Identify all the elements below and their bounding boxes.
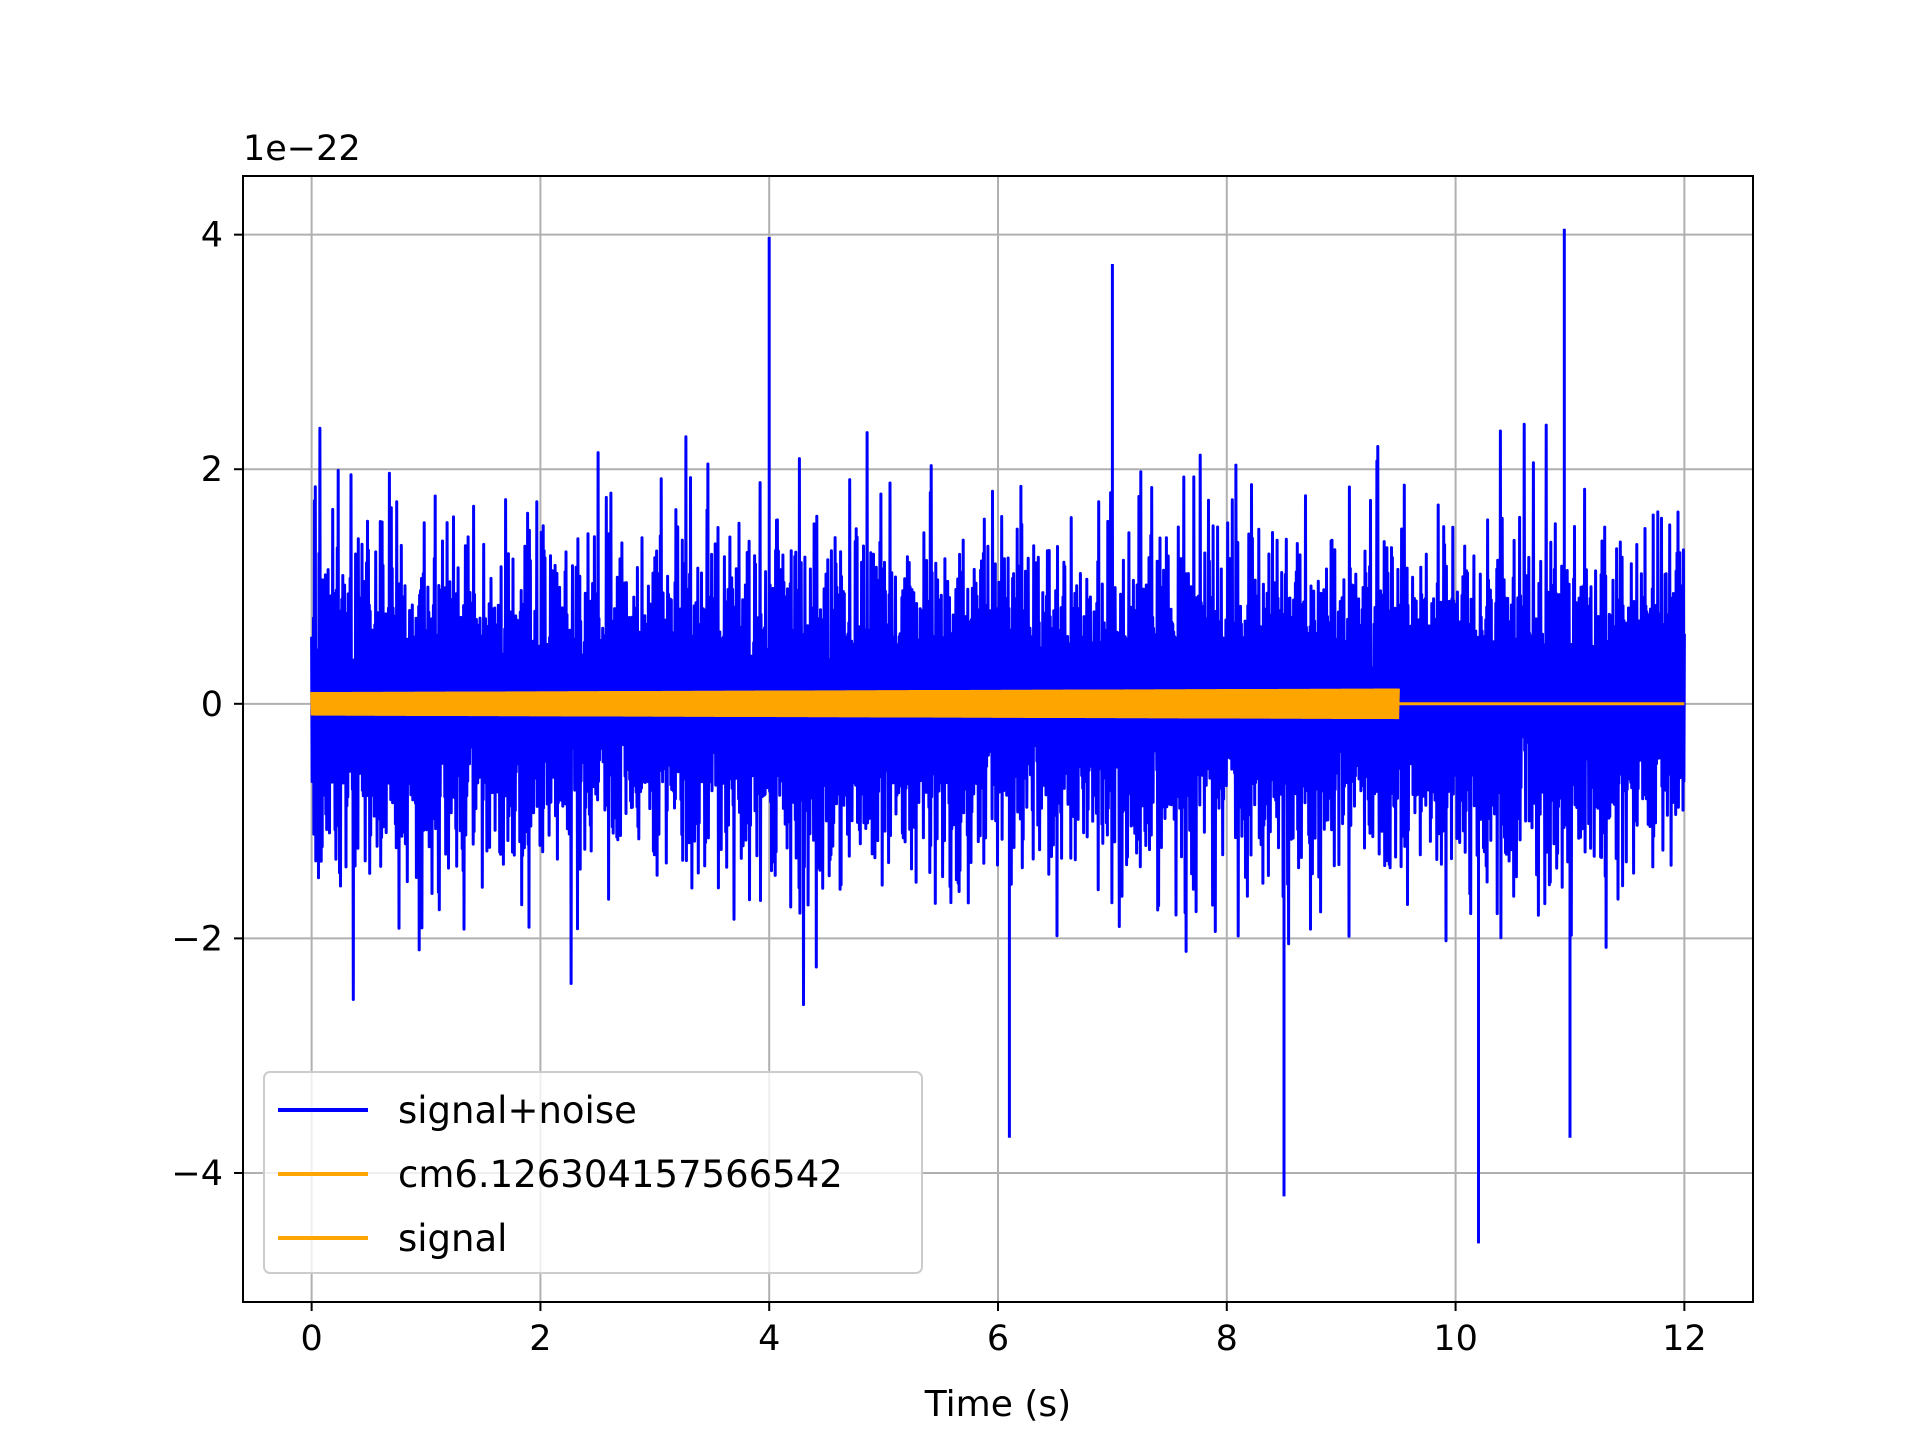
y-offset-label: 1e−22 — [243, 129, 361, 169]
y-tick-label: −4 — [171, 1154, 223, 1194]
legend-label: signal+noise — [398, 1089, 637, 1132]
y-tick-label: 0 — [201, 685, 223, 725]
legend-label: cm6.126304157566542 — [398, 1153, 843, 1196]
x-tick-label: 10 — [1433, 1319, 1478, 1359]
series-signal-noise — [310, 228, 1686, 1244]
x-tick-label: 8 — [1216, 1319, 1238, 1359]
y-axis: −4 −2 0 2 4 — [171, 216, 243, 1194]
x-tick-label: 4 — [758, 1319, 780, 1359]
x-axis-label: Time (s) — [924, 1384, 1071, 1425]
series-signal — [310, 688, 1685, 720]
legend: signal+noise cm6.126304157566542 signal — [263, 1071, 923, 1274]
legend-box — [263, 1071, 923, 1274]
y-tick-label: 2 — [201, 450, 223, 490]
x-tick-label: 12 — [1662, 1319, 1707, 1359]
series-layer — [310, 228, 1686, 1244]
x-tick-label: 0 — [300, 1319, 322, 1359]
x-tick-label: 6 — [987, 1319, 1009, 1359]
y-tick-label: −2 — [171, 919, 223, 959]
x-tick-label: 2 — [529, 1319, 551, 1359]
x-axis: 0 2 4 6 8 10 12 — [300, 1302, 1707, 1359]
y-tick-label: 4 — [201, 216, 223, 256]
legend-label: signal — [398, 1217, 507, 1260]
